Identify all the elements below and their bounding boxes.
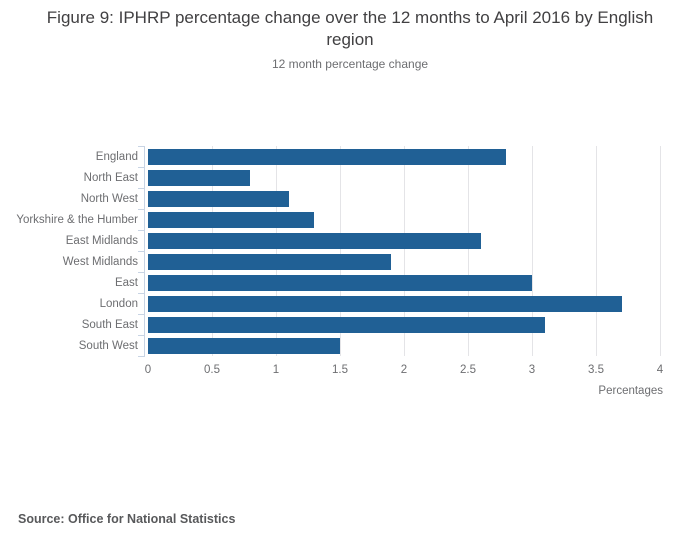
gridline [276, 146, 277, 356]
bar-row: South West [79, 335, 660, 356]
category-label: East Midlands [65, 234, 138, 247]
bar-row: East [115, 272, 660, 293]
category-label: South East [81, 318, 138, 331]
gridline [468, 146, 469, 356]
bar-row: London [100, 293, 660, 314]
x-tick-label: 2.5 [460, 364, 476, 376]
bar-row: North East [84, 167, 660, 188]
bar [148, 337, 340, 354]
bar [148, 169, 251, 186]
x-axis-title: Percentages [598, 385, 663, 397]
bar [148, 148, 507, 165]
y-axis-tick [138, 272, 145, 273]
category-label: South West [78, 339, 138, 352]
category-label: East [114, 276, 138, 289]
gridline [404, 146, 405, 356]
chart-subtitle: 12 month percentage change [271, 57, 429, 71]
category-label: North West [80, 192, 138, 205]
bar-row: West Midlands [63, 251, 660, 272]
bar [148, 274, 532, 291]
x-tick-label: 0 [144, 364, 152, 376]
x-tick-label: 4 [656, 364, 664, 376]
bar-row: North West [81, 188, 660, 209]
chart-title: Figure 9: IPHRP percentage change over t… [46, 8, 654, 49]
gridline [212, 146, 213, 356]
gridline [596, 146, 597, 356]
y-axis-tick [138, 167, 145, 168]
category-label: West Midlands [62, 255, 138, 268]
bar [148, 232, 481, 249]
bar-row: South East [82, 314, 660, 335]
y-axis-tick [138, 146, 145, 147]
x-tick-label: 3 [528, 364, 536, 376]
bar [148, 211, 315, 228]
bar-row: Yorkshire & the Humber [16, 209, 660, 230]
bar-row: East Midlands [66, 230, 660, 251]
y-axis-tick [138, 293, 145, 294]
bar [148, 253, 392, 270]
source-note: Source: Office for National Statistics [18, 512, 236, 526]
x-tick-label: 0.5 [204, 364, 220, 376]
x-tick-label: 1.5 [332, 364, 348, 376]
bar [148, 295, 622, 312]
bar-row: England [96, 146, 660, 167]
gridline [340, 146, 341, 356]
gridline [660, 146, 661, 356]
y-axis-tick [138, 335, 145, 336]
x-tick-label: 2 [400, 364, 408, 376]
x-tick-label: 3.5 [588, 364, 604, 376]
bar [148, 190, 289, 207]
category-label: Yorkshire & the Humber [16, 213, 138, 226]
y-axis-tick [138, 251, 145, 252]
y-axis-tick [138, 188, 145, 189]
category-label: North East [83, 171, 138, 184]
gridline [532, 146, 533, 356]
y-axis-tick [138, 209, 145, 210]
category-label: England [95, 150, 138, 163]
category-label: London [99, 297, 138, 310]
x-tick-label: 1 [272, 364, 280, 376]
y-axis-tick [138, 356, 145, 357]
plot-area: Percentages 0 0.5 1 1.5 2 2.5 3 3.5 4 England Nort… [16, 146, 663, 397]
bar [148, 316, 545, 333]
y-axis-tick [138, 230, 145, 231]
y-axis-tick [138, 314, 145, 315]
